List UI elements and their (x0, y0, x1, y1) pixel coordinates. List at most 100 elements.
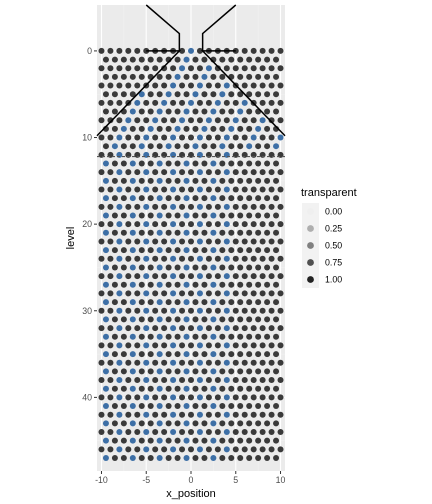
data-point (277, 221, 284, 228)
data-point (277, 429, 284, 436)
data-point (161, 429, 168, 436)
data-point (179, 99, 186, 106)
data-point (98, 446, 105, 453)
data-point (214, 238, 221, 245)
data-point (205, 82, 212, 89)
data-point (116, 238, 123, 245)
data-point (237, 91, 244, 98)
data-point (134, 47, 141, 54)
data-point (152, 65, 159, 72)
data-point (277, 325, 284, 332)
data-point (129, 212, 136, 219)
data-point (111, 73, 118, 80)
data-point (214, 203, 221, 210)
data-point (170, 411, 177, 418)
data-point (152, 411, 159, 418)
data-point (188, 169, 194, 176)
data-point (125, 429, 132, 436)
data-point (277, 290, 284, 297)
data-point (161, 377, 168, 384)
data-point (246, 125, 253, 132)
data-point (165, 281, 172, 288)
data-point (277, 342, 284, 349)
data-point (205, 203, 212, 210)
data-point (205, 359, 212, 366)
data-point (201, 247, 208, 254)
data-point (250, 255, 257, 262)
data-point (277, 134, 284, 141)
data-point (107, 186, 114, 193)
data-point (228, 212, 235, 219)
data-point (111, 455, 118, 462)
data-point (201, 264, 208, 271)
data-point (268, 307, 275, 314)
data-point (223, 273, 230, 280)
data-point (255, 229, 262, 236)
data-point (246, 437, 253, 444)
data-point (223, 255, 230, 262)
data-point (183, 73, 190, 80)
data-point (161, 290, 168, 297)
data-point (156, 403, 163, 410)
data-point (228, 195, 235, 202)
data-point (205, 325, 212, 332)
data-point (116, 221, 123, 228)
data-point (228, 299, 235, 306)
data-point (273, 73, 280, 80)
data-point (201, 351, 208, 358)
data-point (259, 273, 266, 280)
data-point (147, 91, 154, 98)
data-point (134, 342, 141, 349)
data-point (201, 73, 208, 80)
data-point (129, 247, 136, 254)
data-point (120, 299, 127, 306)
funnel-left-line (96, 4, 182, 137)
data-point (232, 394, 239, 401)
data-point (188, 290, 194, 297)
data-point (205, 238, 212, 245)
data-point (188, 325, 194, 332)
data-point (183, 125, 190, 132)
data-point (259, 359, 266, 366)
data-point (161, 255, 168, 262)
data-point (134, 273, 141, 280)
data-point (259, 47, 266, 54)
data-point (156, 437, 163, 444)
data-point (246, 229, 253, 236)
data-point (107, 394, 114, 401)
y-tick-label: 40 (82, 392, 92, 402)
data-point (228, 351, 235, 358)
data-point (237, 420, 244, 427)
y-tick-label: 10 (82, 133, 92, 143)
data-point (161, 134, 168, 141)
data-point (174, 420, 181, 427)
data-point (165, 368, 172, 375)
data-point (143, 186, 150, 193)
data-point (228, 177, 235, 184)
data-point (188, 307, 194, 314)
data-point (241, 169, 248, 176)
data-point (219, 247, 226, 254)
data-point (219, 437, 226, 444)
data-point (196, 99, 203, 106)
data-point (138, 108, 145, 115)
data-point (152, 290, 159, 297)
x-axis-title: x_position (166, 488, 216, 500)
data-point (152, 238, 159, 245)
data-point (223, 82, 230, 89)
data-point (174, 437, 181, 444)
data-point (179, 169, 186, 176)
data-point (210, 160, 217, 167)
data-point (264, 177, 271, 184)
data-point (223, 307, 230, 314)
data-point (107, 134, 114, 141)
data-point (201, 229, 208, 236)
data-point (98, 307, 105, 314)
data-point (179, 203, 186, 210)
data-point (174, 143, 181, 150)
data-point (152, 82, 159, 89)
data-point (192, 212, 199, 219)
data-point (255, 385, 262, 392)
data-point (232, 290, 239, 297)
annotation-layer (96, 4, 286, 158)
